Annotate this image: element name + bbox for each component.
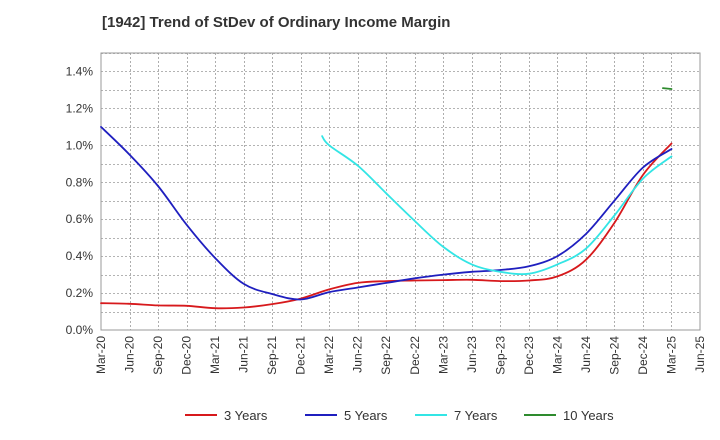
- x-tick-label: Mar-20: [94, 336, 108, 374]
- series-line-5-years: [100, 126, 673, 301]
- y-tick-label: 0.6%: [66, 212, 94, 226]
- legend-label-7-years: 7 Years: [454, 408, 498, 423]
- x-tick-label: Mar-21: [208, 336, 222, 374]
- x-tick-label: Sep-22: [379, 336, 393, 375]
- x-tick-label: Dec-20: [180, 336, 194, 375]
- x-tick-label: Jun-20: [123, 336, 137, 373]
- x-tick-label: Sep-21: [265, 336, 279, 375]
- chart-title: [1942] Trend of StDev of Ordinary Income…: [102, 14, 451, 31]
- x-tick-label: Jun-24: [579, 336, 593, 373]
- x-tick-label: Dec-22: [408, 336, 422, 375]
- y-tick-label: 1.0%: [66, 138, 94, 152]
- x-tick-label: Dec-23: [522, 336, 536, 375]
- x-tick-label: Sep-23: [493, 336, 507, 375]
- y-tick-label: 1.2%: [66, 101, 94, 115]
- y-tick-label: 0.0%: [66, 323, 94, 337]
- y-tick-label: 0.8%: [66, 175, 94, 189]
- x-tick-label: Jun-23: [465, 336, 479, 373]
- plot-area: [100, 52, 701, 331]
- legend-label-3-years: 3 Years: [224, 408, 268, 423]
- legend-label-10-years: 10 Years: [563, 408, 614, 423]
- x-tick-label: Jun-22: [351, 336, 365, 373]
- legend-label-5-years: 5 Years: [344, 408, 388, 423]
- x-tick-label: Mar-23: [436, 336, 450, 374]
- y-tick-label: 0.4%: [66, 249, 94, 263]
- series-line-7-years: [321, 135, 673, 276]
- x-tick-label: Jun-21: [237, 336, 251, 373]
- x-tick-label: Dec-24: [636, 336, 650, 375]
- y-tick-label: 0.2%: [66, 286, 94, 300]
- x-tick-label: Dec-21: [294, 336, 308, 375]
- y-tick-label: 1.4%: [66, 64, 94, 78]
- series-line-10-years: [662, 87, 673, 90]
- x-tick-label: Sep-20: [151, 336, 165, 375]
- x-tick-label: Sep-24: [607, 336, 621, 375]
- x-tick-label: Mar-22: [322, 336, 336, 374]
- x-tick-label: Mar-25: [664, 336, 678, 374]
- series-line-3-years: [100, 142, 673, 310]
- x-tick-label: Jun-25: [693, 336, 707, 373]
- x-tick-label: Mar-24: [550, 336, 564, 374]
